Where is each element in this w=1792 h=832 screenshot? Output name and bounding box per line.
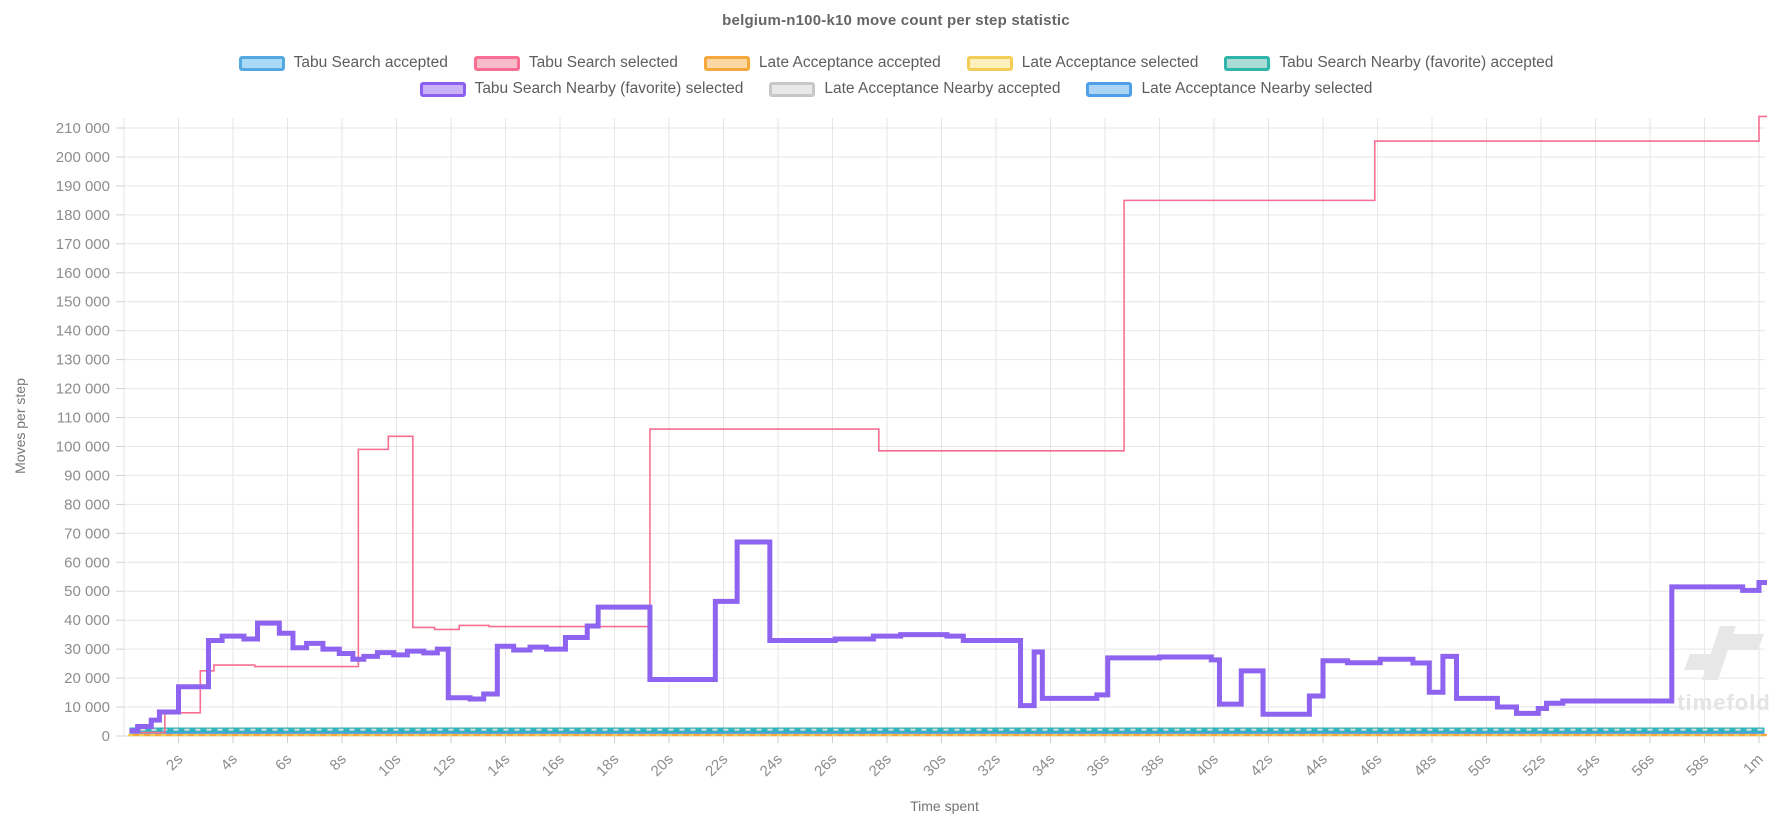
x-tick-label: 54s (1574, 751, 1603, 780)
x-tick-label: 50s (1465, 751, 1494, 780)
x-tick-label: 44s (1302, 751, 1331, 780)
legend-label: Tabu Search selected (528, 54, 678, 71)
legend-swatch-icon (769, 81, 816, 97)
x-tick-label: 4s (218, 751, 241, 774)
x-tick-label: 6s (272, 751, 295, 774)
legend-item-late-acceptance-selected[interactable]: Late Acceptance selected (966, 54, 1199, 72)
x-tick-label: 36s (1084, 751, 1113, 780)
y-tick-label: 30 000 (64, 641, 110, 658)
legend-item-late-acceptance-nearby-selected[interactable]: Late Acceptance Nearby selected (1086, 80, 1372, 98)
y-tick-label: 90 000 (64, 467, 110, 484)
legend-item-tabu-search-accepted[interactable]: Tabu Search accepted (238, 54, 448, 72)
x-tick-label: 42s (1247, 751, 1276, 780)
legend-item-late-acceptance-nearby-accepted[interactable]: Late Acceptance Nearby accepted (769, 80, 1060, 98)
y-tick-label: 20 000 (64, 670, 110, 687)
x-tick-label: 26s (811, 751, 840, 780)
x-axis-title: Time spent (910, 798, 979, 814)
x-tick-label: 32s (975, 751, 1004, 780)
series-tabu-search-nearby-selected-line (129, 539, 1767, 734)
legend-swatch-icon (1224, 55, 1271, 71)
series-tabu-search-selected-line (132, 115, 1767, 734)
y-tick-label: 170 000 (56, 236, 110, 253)
legend-swatch-icon (703, 55, 750, 71)
x-tick-label: 34s (1029, 751, 1058, 780)
x-tick-label: 30s (920, 751, 949, 780)
y-tick-label: 160 000 (56, 265, 110, 282)
x-tick-label: 2s (163, 751, 186, 774)
x-tick-label: 10s (375, 751, 404, 780)
y-tick-label: 60 000 (64, 554, 110, 571)
y-tick-label: 150 000 (56, 294, 110, 311)
legend-item-late-acceptance-accepted[interactable]: Late Acceptance accepted (703, 54, 941, 72)
timefold-watermark: timefold (1677, 626, 1771, 715)
legend-label: Late Acceptance accepted (758, 54, 941, 71)
watermark-text: timefold (1677, 690, 1771, 715)
legend-row-1: Tabu Search accepted Tabu Search selected… (0, 54, 1792, 72)
gridlines (116, 118, 1765, 737)
legend-label: Late Acceptance Nearby selected (1141, 80, 1373, 97)
legend-swatch-icon (419, 81, 466, 97)
x-tick-label: 14s (484, 751, 513, 780)
y-tick-label: 180 000 (56, 207, 110, 224)
y-axis-title: Moves per step (12, 378, 28, 474)
y-tick-label: 190 000 (56, 178, 110, 195)
x-tick-label: 40s (1193, 751, 1222, 780)
x-tick-label: 22s (702, 751, 731, 780)
y-tick-label: 210 000 (56, 120, 110, 137)
legend-item-tabu-search-selected[interactable]: Tabu Search selected (473, 54, 678, 72)
x-tick-label: 58s (1683, 751, 1712, 780)
x-tick-label: 24s (757, 751, 786, 780)
y-tick-label: 70 000 (64, 525, 110, 542)
y-tick-label: 40 000 (64, 612, 110, 629)
x-tick-label: 38s (1138, 751, 1167, 780)
legend-label: Tabu Search accepted (293, 54, 448, 71)
legend-label: Late Acceptance Nearby accepted (824, 80, 1061, 97)
x-tick-label: 28s (866, 751, 895, 780)
chart-title: belgium-n100-k10 move count per step sta… (722, 12, 1070, 29)
legend-swatch-icon (473, 55, 520, 71)
x-tick-label: 46s (1356, 751, 1385, 780)
y-tick-label: 100 000 (56, 438, 110, 455)
x-tick-label: 12s (430, 751, 459, 780)
legend-item-tabu-search-nearby-favorite-accepted[interactable]: Tabu Search Nearby (favorite) accepted (1224, 54, 1553, 72)
x-tick-label: 18s (593, 751, 622, 780)
legend-swatch-icon (966, 55, 1013, 71)
y-tick-label: 200 000 (56, 149, 110, 166)
x-tick-label: 48s (1411, 751, 1440, 780)
axis-ticks: 0 10 000 20 000 30 000 40 000 50 000 60 000 70 … (56, 120, 1767, 780)
x-tick-label: 20s (648, 751, 677, 780)
y-tick-label: 130 000 (56, 352, 110, 369)
legend-row-2: Tabu Search Nearby (favorite) selected La… (0, 80, 1792, 98)
y-tick-label: 120 000 (56, 381, 110, 398)
series-lines (128, 115, 1767, 737)
y-tick-label: 110 000 (57, 410, 110, 427)
x-tick-label: 52s (1520, 751, 1549, 780)
y-tick-label: 50 000 (64, 583, 110, 600)
x-tick-label: 16s (539, 751, 568, 780)
x-tick-label: 1m (1740, 751, 1767, 778)
y-tick-label: 10 000 (64, 699, 110, 716)
y-tick-label: 0 (102, 728, 110, 745)
y-tick-label: 140 000 (56, 323, 110, 340)
legend-label: Tabu Search Nearby (favorite) selected (474, 80, 744, 97)
legend-label: Tabu Search Nearby (favorite) accepted (1279, 54, 1554, 71)
legend-item-tabu-search-nearby-favorite-selected[interactable]: Tabu Search Nearby (favorite) selected (419, 80, 744, 98)
legend-label: Late Acceptance selected (1021, 54, 1199, 71)
x-tick-label: 8s (327, 751, 350, 774)
legend-swatch-icon (238, 55, 285, 71)
x-tick-label: 56s (1629, 751, 1658, 780)
chart-legend: Tabu Search accepted Tabu Search selected… (0, 54, 1792, 98)
legend-swatch-icon (1086, 81, 1133, 97)
y-tick-label: 80 000 (64, 496, 110, 513)
